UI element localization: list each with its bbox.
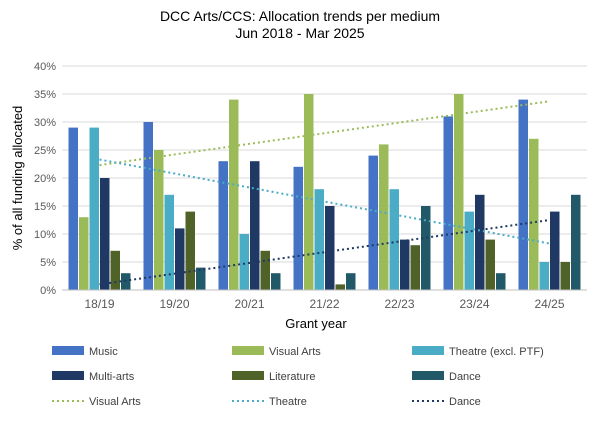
bar-2-0 (89, 127, 99, 290)
bar-1-1 (154, 150, 164, 290)
x-tick-label: 23/24 (459, 297, 489, 311)
bar-2-2 (239, 234, 249, 290)
bar-3-6 (550, 211, 560, 290)
bar-1-4 (379, 144, 389, 290)
bar-5-5 (496, 273, 506, 290)
x-tick-label: 19/20 (159, 297, 189, 311)
bar-2-3 (314, 189, 324, 290)
chart-subtitle: Jun 2018 - Mar 2025 (235, 25, 364, 41)
trendline-0 (99, 100, 550, 167)
legend-swatch (52, 346, 84, 355)
legend-label: Dance (449, 371, 481, 383)
gridlines (62, 65, 587, 263)
x-tick-label: 22/23 (384, 297, 414, 311)
bar-0-4 (368, 155, 378, 290)
bar-5-4 (421, 206, 431, 290)
bar-1-5 (454, 94, 464, 290)
y-tick-label: 40% (34, 61, 56, 73)
x-axis-ticks: 18/19 19/20 20/21 21/22 22/23 23/24 24/25 (84, 297, 564, 311)
bar-2-1 (164, 194, 174, 290)
legend-label: Multi-arts (89, 371, 135, 383)
bar-4-1 (185, 211, 195, 290)
bar-1-3 (304, 94, 314, 290)
bar-4-3 (335, 284, 345, 290)
trendline-2 (99, 219, 550, 286)
bar-2-5 (464, 211, 474, 290)
bar-2-6 (539, 262, 549, 290)
bar-1-6 (529, 138, 539, 290)
bar-3-3 (325, 206, 335, 290)
chart-title: DCC Arts/CCS: Allocation trends per medi… (160, 8, 440, 24)
bar-1-2 (229, 99, 239, 290)
y-axis-ticks: 0% 5% 10% 15% 20% 25% 30% 35% 40% (34, 61, 56, 297)
bar-4-6 (560, 262, 570, 290)
legend: Music Visual Arts Theatre (excl. PTF) Multi… (52, 346, 544, 408)
y-tick-label: 15% (34, 201, 56, 213)
legend-label: Literature (269, 371, 315, 383)
y-tick-label: 10% (34, 229, 56, 241)
x-tick-label: 18/19 (84, 297, 114, 311)
y-tick-label: 25% (34, 145, 56, 157)
y-tick-label: 20% (34, 173, 56, 185)
bar-3-2 (250, 161, 260, 290)
bar-4-4 (410, 245, 420, 290)
x-axis-label: Grant year (285, 316, 347, 331)
legend-swatch (412, 346, 444, 355)
legend-label: Theatre (excl. PTF) (449, 346, 544, 358)
bar-0-6 (518, 99, 528, 290)
bar-4-2 (260, 250, 270, 290)
y-tick-label: 0% (40, 285, 56, 297)
bar-5-2 (271, 273, 281, 290)
legend-swatch (412, 371, 444, 380)
legend-label: Visual Arts (269, 346, 321, 358)
bar-3-5 (475, 194, 485, 290)
bar-5-6 (571, 194, 581, 290)
trendline-1 (99, 158, 550, 245)
legend-label: Visual Arts (89, 396, 141, 408)
legend-label: Theatre (269, 396, 307, 408)
legend-label: Music (89, 346, 118, 358)
y-tick-label: 5% (40, 257, 56, 269)
bar-0-1 (143, 122, 153, 290)
bar-0-0 (68, 127, 78, 290)
bar-2-4 (389, 189, 399, 290)
bar-4-5 (485, 239, 495, 290)
x-tick-label: 20/21 (234, 297, 264, 311)
legend-swatch (52, 371, 84, 380)
legend-swatch (232, 346, 264, 355)
legend-swatch (232, 371, 264, 380)
bar-5-3 (346, 273, 356, 290)
bar-0-2 (218, 161, 228, 290)
y-axis-label: % of all funding allocated (10, 106, 25, 251)
bars (68, 94, 581, 291)
bar-4-0 (110, 250, 120, 290)
y-tick-label: 35% (34, 89, 56, 101)
legend-label: Dance (449, 396, 481, 408)
bar-3-0 (100, 178, 110, 290)
bar-0-5 (443, 116, 453, 291)
bar-0-3 (293, 166, 303, 290)
y-tick-label: 30% (34, 117, 56, 129)
bar-3-1 (175, 228, 185, 290)
trendlines (99, 100, 550, 286)
bar-3-4 (400, 239, 410, 290)
bar-5-1 (196, 267, 206, 290)
bar-1-0 (79, 217, 89, 290)
x-tick-label: 21/22 (309, 297, 339, 311)
x-tick-label: 24/25 (534, 297, 564, 311)
